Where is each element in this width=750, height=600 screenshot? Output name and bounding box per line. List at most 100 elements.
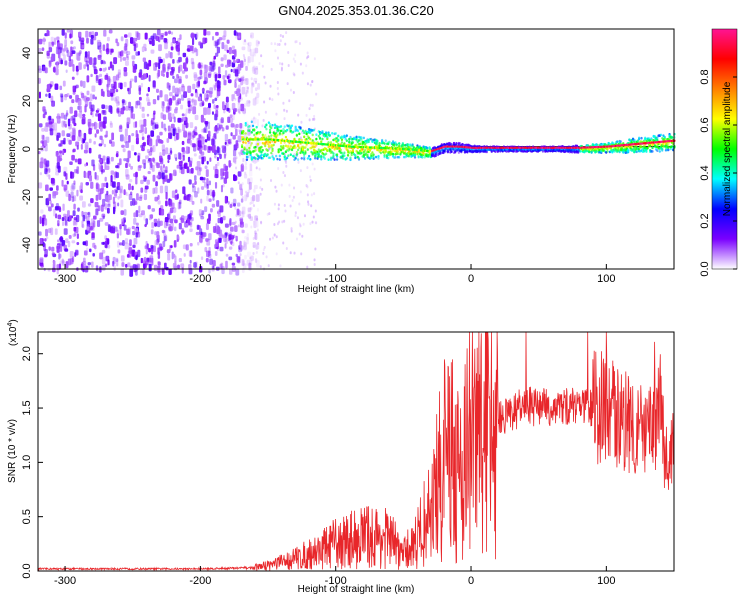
noise-cell (271, 236, 274, 240)
noise-cell (194, 114, 199, 121)
noise-cell (162, 101, 165, 107)
noise-cell (195, 166, 199, 171)
x-tick-label: 0 (468, 575, 474, 587)
ridge-cell (616, 140, 619, 144)
noise-cell (56, 60, 59, 69)
noise-cell (93, 69, 98, 75)
noise-cell (162, 166, 165, 172)
noise-cell (130, 110, 133, 119)
noise-cell (231, 241, 235, 247)
noise-cell (69, 95, 73, 99)
ridge-cell (349, 158, 352, 162)
noise-cell (264, 81, 267, 85)
ridge-cell (360, 151, 363, 155)
noise-cell (241, 225, 244, 229)
noise-cell (64, 39, 68, 47)
noise-cell (60, 95, 64, 103)
noise-cell (285, 109, 288, 113)
noise-cell (56, 155, 61, 163)
ridge-cell (266, 149, 269, 152)
noise-cell (121, 144, 125, 148)
noise-cell (273, 223, 276, 227)
noise-cell (240, 97, 243, 101)
noise-cell (224, 223, 229, 228)
noise-cell (235, 268, 240, 276)
ridge-cell (301, 129, 305, 133)
noise-cell (157, 69, 160, 78)
noise-cell (147, 134, 151, 143)
noise-cell (82, 138, 86, 144)
noise-cell (85, 247, 89, 253)
noise-cell (121, 99, 125, 104)
noise-cell (116, 108, 120, 114)
noise-cell (153, 110, 156, 115)
noise-cell (214, 154, 217, 159)
colorbar-tick-label: 0.2 (699, 213, 711, 228)
noise-cell (169, 218, 174, 224)
noise-cell (152, 99, 157, 105)
ridge-cell (305, 137, 308, 141)
y-tick-label: 1.0 (21, 455, 33, 470)
noise-cell (93, 57, 97, 65)
ridge-cell (396, 149, 400, 153)
noise-cell (313, 114, 316, 118)
noise-cell (267, 264, 270, 268)
noise-cell (193, 99, 197, 106)
ridge-cell (393, 143, 396, 146)
noise-cell (73, 203, 76, 210)
noise-cell (127, 32, 132, 38)
noise-cell (244, 235, 247, 240)
noise-cell (244, 254, 247, 260)
ridge-cell (259, 130, 262, 134)
noise-cell (285, 164, 288, 168)
ridge-cell (247, 155, 250, 159)
noise-cell (155, 162, 159, 166)
noise-cell (43, 140, 48, 147)
noise-cell (282, 170, 285, 174)
noise-cell (142, 57, 146, 63)
noise-cell (195, 231, 200, 236)
noise-cell (140, 268, 143, 275)
noise-cell (246, 214, 249, 218)
noise-cell (100, 165, 104, 172)
noise-cell (94, 96, 97, 100)
noise-cell (213, 55, 216, 60)
ridge-cell (339, 148, 342, 152)
ridge-cell (426, 146, 429, 150)
noise-cell (167, 112, 172, 120)
noise-cell (131, 55, 136, 60)
noise-cell (205, 238, 209, 242)
ridge-cell (398, 142, 401, 145)
noise-cell (254, 96, 257, 100)
noise-cell (123, 224, 127, 231)
noise-cell (254, 47, 259, 54)
noise-cell (39, 238, 44, 246)
noise-cell (209, 157, 212, 162)
noise-cell (161, 229, 165, 234)
noise-cell (128, 183, 132, 191)
noise-cell (253, 220, 257, 229)
noise-cell (242, 260, 245, 266)
noise-cell (141, 136, 145, 141)
noise-cell (38, 151, 41, 155)
noise-cell (214, 74, 218, 82)
noise-cell (237, 171, 242, 177)
ridge-cell (395, 143, 398, 146)
noise-cell (67, 240, 71, 248)
noise-cell (292, 91, 295, 95)
ridge-cell (383, 142, 386, 145)
noise-cell (181, 113, 185, 117)
ridge-cell (638, 136, 641, 140)
noise-cell (119, 193, 122, 199)
noise-cell (112, 256, 116, 265)
noise-cell (301, 234, 304, 238)
noise-cell (150, 145, 155, 153)
noise-cell (309, 103, 312, 107)
noise-cell (123, 158, 127, 162)
noise-cell (55, 150, 59, 157)
noise-cell (227, 79, 232, 84)
noise-cell (110, 170, 115, 175)
noise-cell (273, 202, 276, 206)
noise-cell (120, 107, 125, 115)
